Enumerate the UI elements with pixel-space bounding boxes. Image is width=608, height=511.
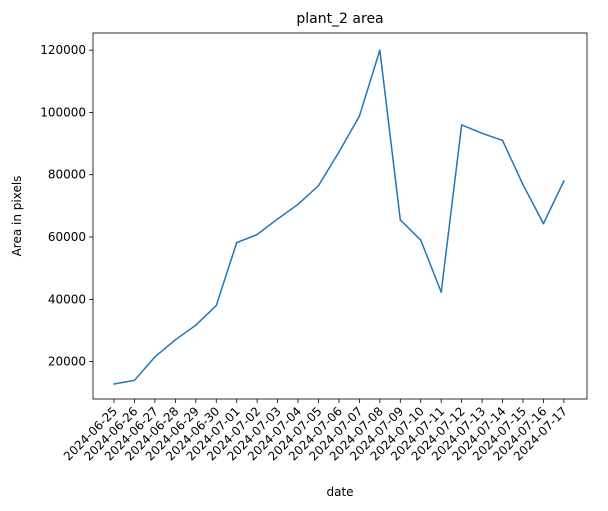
y-tick-label: 40000 [48,292,86,306]
data-point [440,291,442,293]
y-tick-label: 80000 [48,168,86,182]
chart-title: plant_2 area [296,11,383,27]
y-tick-label: 60000 [48,230,86,244]
data-point [522,183,524,186]
data-point [420,239,422,241]
data-point [542,222,545,225]
data-point [460,124,463,126]
y-tick-label: 100000 [40,105,86,119]
y-axis: 20000 40000 60000 80000 100000 120000 [40,43,93,369]
y-tick-label: 120000 [40,43,86,57]
data-point [358,115,361,117]
data-point [481,132,483,135]
data-point [113,383,115,385]
data-point [256,233,258,236]
data-point [154,356,156,358]
data-point [276,218,279,220]
plot-area [113,49,565,385]
data-point [501,139,504,142]
data-point [174,339,177,341]
y-axis-label: Area in pixels [10,176,24,257]
data-point [338,151,340,153]
x-axis-label: date [326,485,353,499]
data-point [235,241,238,244]
data-point [215,304,217,307]
x-axis: 2024-06-252024-06-262024-06-272024-06-28… [61,399,570,463]
data-point [297,203,299,206]
data-point [133,379,136,382]
plot-frame [92,32,588,400]
data-point [563,180,565,182]
data-point [379,49,381,51]
data-point [317,184,320,187]
data-point [195,324,197,326]
y-tick-label: 20000 [48,355,86,369]
data-point [399,219,402,221]
